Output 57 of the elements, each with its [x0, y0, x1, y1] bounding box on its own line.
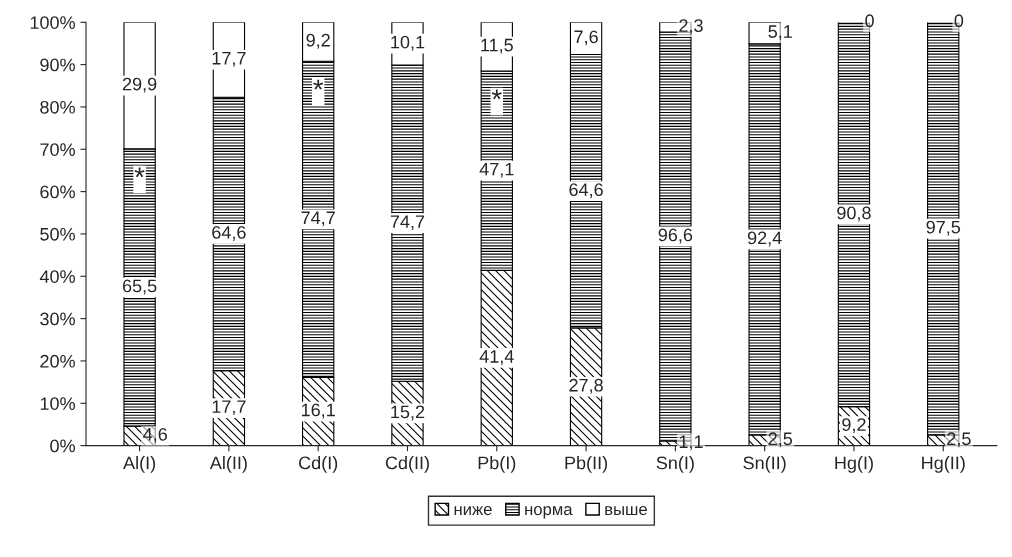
annotation: *: [134, 167, 145, 178]
x-tick-label: Al(I): [123, 456, 156, 473]
data-label: 0: [865, 14, 874, 28]
data-label: 92,4: [747, 231, 782, 247]
data-label: 5,1: [768, 25, 792, 41]
data-label: 9,2: [306, 33, 330, 49]
x-tick-label: Cd(I): [299, 456, 338, 473]
y-tick-label: 0%: [50, 439, 75, 453]
data-label: 97,5: [926, 220, 961, 236]
x-tick-label: Hg(I): [835, 456, 873, 473]
data-label: 0: [954, 14, 964, 28]
legend-label: выше: [605, 506, 647, 516]
x-tick-label: Cd(II): [385, 456, 429, 473]
data-label: 16,1: [301, 403, 335, 419]
y-tick-label: 100%: [30, 16, 75, 29]
data-label: 4,6: [143, 427, 167, 443]
y-tick-label: 20%: [40, 354, 75, 368]
legend-label: ниже: [454, 506, 492, 516]
data-label: 17,7: [212, 51, 246, 67]
data-label: 74,7: [390, 215, 425, 231]
data-label: 64,6: [569, 183, 603, 199]
data-label: 47,1: [479, 162, 514, 178]
data-label: 15,2: [391, 405, 425, 421]
data-label: 2,5: [947, 432, 971, 448]
data-label: 2,3: [679, 19, 703, 35]
x-tick-label: Hg(II): [922, 456, 965, 473]
y-tick-label: 90%: [40, 58, 75, 72]
data-label: 1,1: [679, 435, 703, 451]
x-tick-label: Pb(II): [565, 456, 608, 473]
data-label: 2,5: [768, 432, 793, 448]
annotation: *: [491, 89, 502, 100]
y-tick-label: 70%: [40, 143, 75, 156]
data-label: 29,9: [122, 77, 157, 93]
data-label: 11,5: [481, 38, 513, 54]
data-label: 96,6: [658, 228, 693, 244]
data-label: 27,8: [569, 378, 603, 394]
y-tick-label: 80%: [40, 100, 75, 114]
x-tick-label: Pb(I): [478, 456, 516, 473]
x-tick-label: Sn(I): [656, 456, 694, 473]
data-label: 17,7: [212, 400, 246, 416]
y-tick-label: 60%: [40, 185, 75, 199]
data-label: 65,5: [122, 279, 157, 295]
annotation: *: [313, 79, 324, 90]
data-label: 64,6: [212, 226, 246, 241]
data-label: 90,8: [837, 206, 871, 222]
y-tick-label: 10%: [40, 397, 75, 410]
y-tick-label: 50%: [40, 227, 75, 241]
x-tick-label: Al(II): [209, 456, 247, 473]
y-tick-label: 40%: [39, 270, 75, 283]
legend-label: норма: [525, 506, 573, 519]
x-tick-label: Sn(II): [743, 456, 786, 473]
data-label: 7,6: [574, 30, 598, 46]
y-tick-label: 30%: [40, 312, 75, 326]
data-label: 74,7: [301, 211, 335, 227]
data-label: 10,1: [391, 35, 425, 51]
data-label: 41,4: [479, 350, 514, 365]
data-label: 9,2: [842, 418, 866, 434]
